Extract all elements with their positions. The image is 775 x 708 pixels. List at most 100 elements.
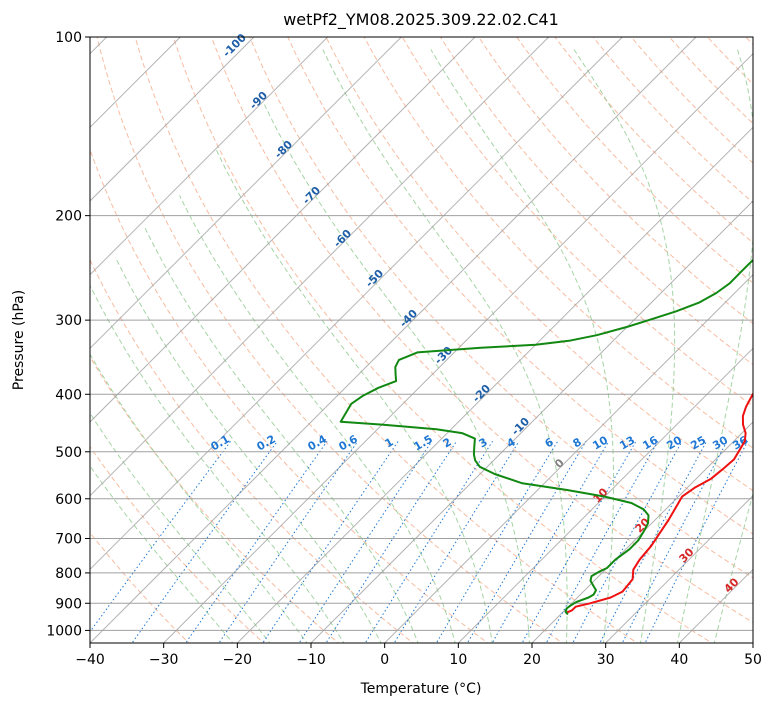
- moist-adiabat-line: [573, 49, 676, 643]
- isotherm-line: [384, 273, 753, 643]
- isotherm-line: [90, 37, 402, 350]
- mixing-ratio-label: 20: [664, 433, 684, 452]
- dry-adiabat-label: 30: [677, 545, 697, 565]
- dewpoint-line: [339, 258, 753, 616]
- isotherm-line: [605, 494, 753, 643]
- isotherm-line: [90, 37, 697, 643]
- mixing-ratio-line: [325, 441, 457, 643]
- y-axis-ticks: 100 200 300 400 500 600 700 800 900 1000: [46, 30, 90, 639]
- background-lines: [90, 37, 753, 643]
- x-tick-label: 40: [670, 652, 688, 668]
- mixing-ratio-line: [393, 441, 520, 643]
- dry-adiabat-line: [90, 531, 190, 643]
- moist-adiabat-line: [114, 256, 382, 643]
- dry-adiabat-label: 40: [722, 575, 742, 595]
- mixing-ratio-label: 0.2: [255, 432, 278, 453]
- isotherm-line: [90, 37, 476, 423]
- x-tick-label: 50: [744, 652, 762, 668]
- mixing-ratio-label: 0.4: [306, 432, 330, 453]
- mixing-ratio-line: [218, 441, 359, 643]
- isotherm-line: [457, 347, 753, 643]
- isotherm-line: [90, 37, 255, 202]
- dry-adiabat-line: [439, 37, 753, 366]
- moist-adiabat-line: [264, 104, 530, 643]
- y-tick-label: 800: [55, 566, 82, 582]
- dry-adiabat-line: [134, 37, 639, 643]
- dry-adiabat-line: [630, 37, 753, 164]
- mixing-ratio-line: [621, 441, 728, 643]
- mixing-ratio-line: [262, 441, 399, 643]
- x-tick-label: 0: [380, 652, 389, 668]
- dry-adiabat-line: [172, 37, 713, 643]
- moist-adiabat-line: [430, 49, 615, 643]
- chart-title: wetPf2_YM08.2025.309.22.02.C41: [283, 10, 559, 30]
- moist-adiabat-line: [144, 227, 419, 643]
- isotherm-line: [90, 37, 550, 497]
- mixing-ratio-line: [298, 441, 433, 643]
- mixing-ratio-line: [90, 441, 232, 633]
- x-tick-label: 10: [449, 652, 467, 668]
- isotherm-line: [163, 52, 753, 643]
- mixing-ratio-line: [364, 441, 493, 643]
- moist-adiabat-line: [90, 284, 345, 643]
- isotherm-label: -10: [509, 415, 532, 438]
- mixing-ratio-line: [599, 441, 708, 643]
- x-tick-label: −10: [296, 652, 326, 668]
- mixing-ratio-line: [644, 441, 749, 643]
- x-tick-label: −30: [149, 652, 179, 668]
- mixing-ratio-line: [572, 441, 683, 643]
- mixing-ratio-label: 0.1: [209, 432, 232, 453]
- mixing-ratio-label: 10: [590, 433, 610, 452]
- x-axis-label: Temperature (°C): [360, 681, 482, 697]
- moist-adiabat-line: [90, 412, 271, 643]
- x-axis-ticks: −40 −30 −20 −10 0 10 20 30 40 50: [75, 643, 762, 668]
- dry-adiabat-line: [363, 37, 753, 449]
- x-tick-label: 30: [597, 652, 615, 668]
- y-tick-label: 500: [55, 445, 82, 461]
- mixing-ratio-label: 25: [688, 434, 708, 453]
- mixing-ratio-line: [131, 441, 278, 643]
- x-tick-label: −20: [223, 652, 253, 668]
- y-tick-label: 700: [55, 532, 82, 548]
- mixing-ratio-label: 30: [710, 433, 730, 452]
- y-tick-label: 100: [55, 30, 82, 46]
- dry-adiabat-line: [90, 355, 340, 643]
- y-tick-label: 400: [55, 387, 82, 403]
- mixing-ratio-line: [185, 441, 328, 643]
- mixing-ratio-label: 16: [640, 433, 660, 452]
- isotherm-line: [310, 200, 753, 643]
- dry-adiabat-line: [516, 37, 753, 284]
- moist-adiabat-line: [90, 465, 234, 643]
- mixing-ratio-label: 6: [543, 435, 556, 450]
- isotherm-label: -40: [397, 307, 420, 330]
- y-axis-label: Pressure (hPa): [11, 290, 27, 390]
- dry-adiabat-line: [401, 37, 753, 407]
- moist-adiabat-line: [179, 195, 456, 643]
- mixing-ratio-line: [435, 441, 559, 643]
- isotherm-line: [90, 37, 329, 276]
- dry-adiabat-line: [592, 37, 753, 204]
- dry-adiabat-line: [90, 258, 414, 643]
- isotherm-labels: -100-90-80-70-60-50-40-30-20-100: [220, 31, 567, 471]
- plot-frame: [89, 36, 754, 644]
- isotherm-line: [90, 37, 623, 571]
- mixing-ratio-label: 1.5: [412, 432, 435, 453]
- mixing-ratio-label: 1: [383, 435, 396, 450]
- isotherm-label: -30: [432, 344, 455, 367]
- isotherm-label: -60: [331, 227, 354, 250]
- dry-adiabat-line: [287, 37, 753, 535]
- dry-adiabat-line: [90, 445, 265, 643]
- dry-adiabat-line: [745, 37, 753, 46]
- dry-adiabat-line: [707, 37, 753, 85]
- y-tick-label: 200: [55, 209, 82, 225]
- x-tick-label: −40: [75, 652, 105, 668]
- isotherm-line: [236, 126, 753, 643]
- temperature-line: [565, 392, 753, 615]
- pressure-grid: [90, 37, 753, 631]
- mixing-ratio-line: [491, 441, 610, 643]
- y-tick-label: 900: [55, 596, 82, 612]
- x-tick-label: 20: [523, 652, 541, 668]
- dry-adiabat-line: [325, 37, 753, 492]
- mixing-ratio-line: [545, 441, 659, 643]
